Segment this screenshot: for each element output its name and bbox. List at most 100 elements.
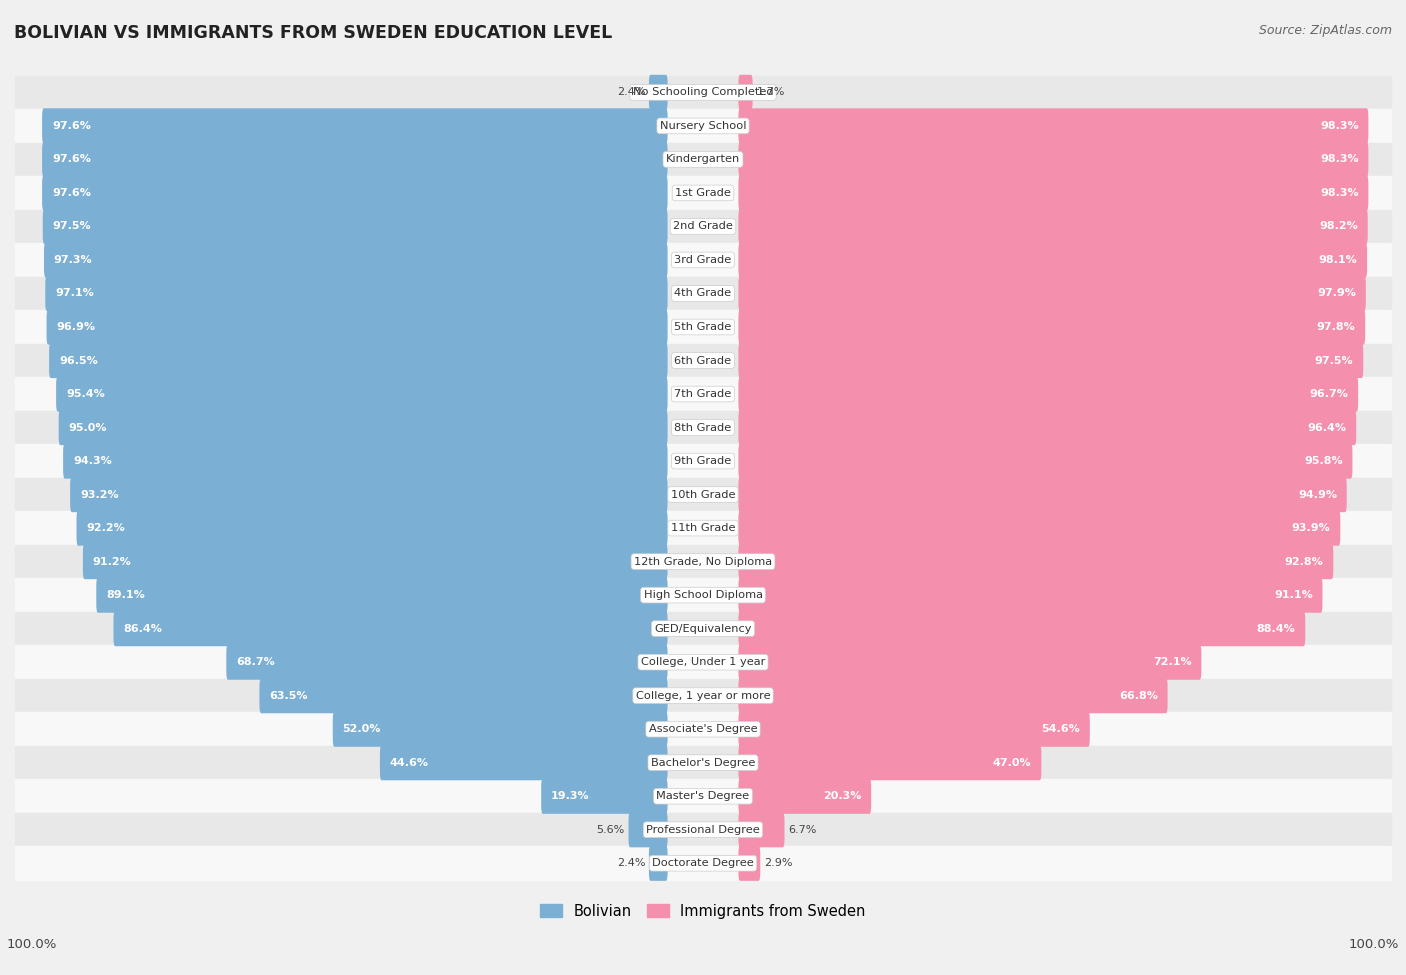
FancyBboxPatch shape — [59, 410, 668, 446]
Text: 95.0%: 95.0% — [69, 422, 107, 433]
Text: 86.4%: 86.4% — [124, 624, 162, 634]
Text: 6.7%: 6.7% — [789, 825, 817, 835]
Text: 93.9%: 93.9% — [1292, 524, 1330, 533]
Text: 20.3%: 20.3% — [823, 792, 862, 801]
FancyBboxPatch shape — [738, 141, 1368, 177]
Text: 98.1%: 98.1% — [1319, 255, 1357, 265]
FancyBboxPatch shape — [738, 108, 1368, 143]
FancyBboxPatch shape — [114, 611, 668, 646]
Bar — [15, 478, 1391, 511]
Text: 97.8%: 97.8% — [1316, 322, 1355, 332]
FancyBboxPatch shape — [96, 577, 668, 612]
Text: 98.3%: 98.3% — [1320, 188, 1358, 198]
Text: 100.0%: 100.0% — [1348, 938, 1399, 951]
Text: GED/Equivalency: GED/Equivalency — [654, 624, 752, 634]
FancyBboxPatch shape — [45, 276, 668, 311]
FancyBboxPatch shape — [738, 376, 1358, 411]
FancyBboxPatch shape — [738, 309, 1365, 344]
FancyBboxPatch shape — [541, 779, 668, 814]
Bar — [15, 578, 1391, 612]
Bar — [15, 277, 1391, 310]
Bar — [15, 176, 1391, 210]
Text: College, Under 1 year: College, Under 1 year — [641, 657, 765, 667]
FancyBboxPatch shape — [738, 845, 761, 880]
Bar — [15, 813, 1391, 846]
Text: 100.0%: 100.0% — [7, 938, 58, 951]
FancyBboxPatch shape — [380, 745, 668, 780]
Text: 1st Grade: 1st Grade — [675, 188, 731, 198]
Text: 54.6%: 54.6% — [1042, 724, 1080, 734]
FancyBboxPatch shape — [738, 544, 1333, 579]
Text: 2.4%: 2.4% — [617, 858, 645, 869]
Text: 72.1%: 72.1% — [1153, 657, 1191, 667]
FancyBboxPatch shape — [260, 678, 668, 714]
Text: 63.5%: 63.5% — [269, 690, 308, 701]
Text: 12th Grade, No Diploma: 12th Grade, No Diploma — [634, 557, 772, 566]
Bar — [15, 142, 1391, 176]
Text: 97.1%: 97.1% — [55, 289, 94, 298]
FancyBboxPatch shape — [70, 477, 668, 512]
Bar — [15, 445, 1391, 478]
Bar — [15, 511, 1391, 545]
FancyBboxPatch shape — [738, 644, 1201, 680]
Text: Professional Degree: Professional Degree — [647, 825, 759, 835]
FancyBboxPatch shape — [42, 141, 668, 177]
Text: Source: ZipAtlas.com: Source: ZipAtlas.com — [1258, 24, 1392, 37]
Text: 96.7%: 96.7% — [1309, 389, 1348, 399]
FancyBboxPatch shape — [650, 75, 668, 110]
FancyBboxPatch shape — [42, 176, 668, 211]
FancyBboxPatch shape — [42, 209, 668, 244]
Text: 4th Grade: 4th Grade — [675, 289, 731, 298]
Bar — [15, 612, 1391, 645]
Bar — [15, 210, 1391, 243]
FancyBboxPatch shape — [738, 176, 1368, 211]
Text: 68.7%: 68.7% — [236, 657, 274, 667]
FancyBboxPatch shape — [49, 343, 668, 378]
Text: 11th Grade: 11th Grade — [671, 524, 735, 533]
FancyBboxPatch shape — [738, 410, 1357, 446]
FancyBboxPatch shape — [76, 511, 668, 546]
Text: 3rd Grade: 3rd Grade — [675, 255, 731, 265]
Text: 66.8%: 66.8% — [1119, 690, 1157, 701]
Bar — [15, 645, 1391, 679]
Text: 19.3%: 19.3% — [551, 792, 589, 801]
FancyBboxPatch shape — [63, 444, 668, 479]
Text: 9th Grade: 9th Grade — [675, 456, 731, 466]
FancyBboxPatch shape — [738, 477, 1347, 512]
FancyBboxPatch shape — [650, 845, 668, 880]
Text: College, 1 year or more: College, 1 year or more — [636, 690, 770, 701]
Text: 94.3%: 94.3% — [73, 456, 111, 466]
FancyBboxPatch shape — [738, 343, 1364, 378]
FancyBboxPatch shape — [738, 812, 785, 847]
Text: No Schooling Completed: No Schooling Completed — [633, 88, 773, 98]
Text: Nursery School: Nursery School — [659, 121, 747, 131]
Text: 6th Grade: 6th Grade — [675, 356, 731, 366]
FancyBboxPatch shape — [738, 611, 1305, 646]
Text: Doctorate Degree: Doctorate Degree — [652, 858, 754, 869]
Text: 97.6%: 97.6% — [52, 121, 91, 131]
Text: 44.6%: 44.6% — [389, 758, 429, 767]
Text: Kindergarten: Kindergarten — [666, 154, 740, 165]
Text: 88.4%: 88.4% — [1257, 624, 1295, 634]
FancyBboxPatch shape — [56, 376, 668, 411]
Text: 96.9%: 96.9% — [56, 322, 96, 332]
Text: 8th Grade: 8th Grade — [675, 422, 731, 433]
FancyBboxPatch shape — [738, 75, 752, 110]
FancyBboxPatch shape — [333, 712, 668, 747]
FancyBboxPatch shape — [738, 745, 1042, 780]
Text: 97.6%: 97.6% — [52, 154, 91, 165]
Text: 97.5%: 97.5% — [52, 221, 91, 231]
Text: BOLIVIAN VS IMMIGRANTS FROM SWEDEN EDUCATION LEVEL: BOLIVIAN VS IMMIGRANTS FROM SWEDEN EDUCA… — [14, 24, 612, 42]
Text: Bachelor's Degree: Bachelor's Degree — [651, 758, 755, 767]
FancyBboxPatch shape — [738, 444, 1353, 479]
FancyBboxPatch shape — [628, 812, 668, 847]
Bar — [15, 846, 1391, 880]
Text: 94.9%: 94.9% — [1298, 489, 1337, 499]
FancyBboxPatch shape — [738, 243, 1367, 278]
Text: 5th Grade: 5th Grade — [675, 322, 731, 332]
Bar — [15, 545, 1391, 578]
Text: 95.8%: 95.8% — [1303, 456, 1343, 466]
FancyBboxPatch shape — [46, 309, 668, 344]
FancyBboxPatch shape — [83, 544, 668, 579]
Bar — [15, 746, 1391, 779]
